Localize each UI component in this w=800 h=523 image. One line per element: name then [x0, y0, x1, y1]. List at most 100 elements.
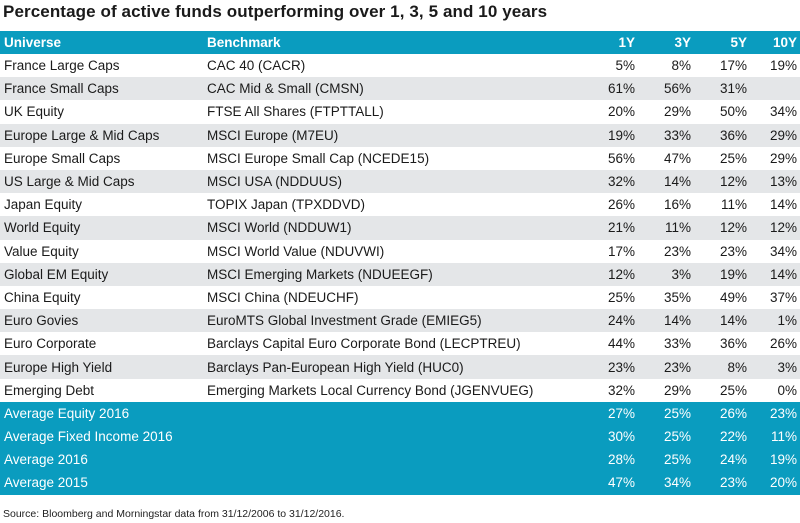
cell-3y: 14%: [635, 309, 691, 333]
cell-universe: Emerging Debt: [0, 378, 207, 402]
column-header-10y: 10Y: [747, 31, 800, 54]
cell-1y: 47%: [579, 471, 635, 495]
average-row: Average 2015 47% 34% 23% 20%: [0, 471, 800, 495]
table-row: Emerging Debt Emerging Markets Local Curr…: [0, 378, 800, 402]
cell-5y: 36%: [691, 332, 747, 356]
cell-3y: 23%: [635, 355, 691, 379]
source-note: Source: Bloomberg and Morningstar data f…: [3, 508, 345, 520]
cell-10y: 3%: [747, 355, 800, 379]
cell-10y: 1%: [747, 309, 800, 333]
average-row: Average 2016 28% 25% 24% 19%: [0, 448, 800, 472]
cell-3y: 11%: [635, 216, 691, 240]
cell-benchmark: MSCI USA (NDDUUS): [207, 169, 579, 194]
cell-3y: 14%: [635, 169, 691, 194]
column-header-1y: 1Y: [579, 31, 635, 54]
table-row: France Small Caps CAC Mid & Small (CMSN) 6…: [0, 77, 800, 101]
cell-1y: 20%: [579, 100, 635, 124]
cell-1y: 56%: [579, 146, 635, 170]
cell-3y: 34%: [635, 471, 691, 495]
cell-universe: Value Equity: [0, 239, 207, 263]
table-row: Euro Corporate Barclays Capital Euro Corp…: [0, 332, 800, 356]
cell-10y: 20%: [747, 471, 800, 495]
cell-5y: 25%: [691, 146, 747, 170]
cell-3y: 33%: [635, 332, 691, 356]
cell-5y: 50%: [691, 100, 747, 124]
cell-1y: 28%: [579, 448, 635, 472]
cell-benchmark: Barclays Pan-European High Yield (HUC0): [207, 355, 579, 379]
cell-1y: 44%: [579, 332, 635, 356]
cell-10y: 13%: [747, 169, 800, 194]
cell-3y: 23%: [635, 239, 691, 263]
cell-benchmark: CAC Mid & Small (CMSN): [207, 77, 579, 101]
cell-5y: 26%: [691, 401, 747, 425]
cell-3y: 16%: [635, 193, 691, 217]
cell-benchmark: MSCI Europe (M7EU): [207, 123, 579, 147]
cell-universe: Global EM Equity: [0, 262, 207, 286]
cell-1y: 32%: [579, 169, 635, 194]
cell-3y: 3%: [635, 262, 691, 286]
cell-5y: 31%: [691, 77, 747, 101]
cell-benchmark: MSCI Emerging Markets (NDUEEGF): [207, 262, 579, 286]
performance-table: Universe Benchmark 1Y 3Y 5Y 10Y France L…: [0, 31, 800, 495]
cell-benchmark: TOPIX Japan (TPXDDVD): [207, 193, 579, 217]
chart-title: Percentage of active funds outperforming…: [3, 2, 548, 21]
cell-5y: 8%: [691, 355, 747, 379]
cell-5y: 14%: [691, 309, 747, 333]
cell-universe: UK Equity: [0, 100, 207, 124]
table-row: UK Equity FTSE All Shares (FTPTTALL) 20% 29…: [0, 100, 800, 124]
table-header-row: Universe Benchmark 1Y 3Y 5Y 10Y: [0, 31, 800, 54]
cell-10y: [747, 77, 800, 101]
cell-10y: 29%: [747, 123, 800, 147]
cell-3y: 56%: [635, 77, 691, 101]
cell-3y: 8%: [635, 54, 691, 78]
average-row: Average Fixed Income 2016 30% 25% 22% 11%: [0, 425, 800, 449]
cell-benchmark: CAC 40 (CACR): [207, 54, 579, 78]
cell-universe: France Small Caps: [0, 77, 207, 101]
cell-1y: 5%: [579, 54, 635, 78]
table-row: Euro Govies EuroMTS Global Investment Gra…: [0, 309, 800, 333]
cell-1y: 24%: [579, 309, 635, 333]
table-row: Europe High Yield Barclays Pan-European H…: [0, 355, 800, 379]
cell-1y: 27%: [579, 401, 635, 425]
table-row: Japan Equity TOPIX Japan (TPXDDVD) 26% 16% 1…: [0, 193, 800, 217]
cell-1y: 19%: [579, 123, 635, 147]
cell-1y: 25%: [579, 285, 635, 310]
cell-universe: Europe Small Caps: [0, 146, 207, 170]
cell-5y: 23%: [691, 471, 747, 495]
cell-5y: 17%: [691, 54, 747, 78]
cell-10y: 23%: [747, 401, 800, 425]
table-row: China Equity MSCI China (NDEUCHF) 25% 35% 49…: [0, 285, 800, 310]
cell-10y: 12%: [747, 216, 800, 240]
cell-10y: 19%: [747, 448, 800, 472]
column-header-universe: Universe: [0, 31, 207, 54]
cell-1y: 32%: [579, 378, 635, 402]
cell-benchmark: MSCI World Value (NDUVWI): [207, 239, 579, 263]
cell-universe: Average Fixed Income 2016: [0, 425, 207, 449]
table-row: US Large & Mid Caps MSCI USA (NDDUUS) 32% 1…: [0, 169, 800, 194]
cell-3y: 25%: [635, 448, 691, 472]
cell-3y: 33%: [635, 123, 691, 147]
cell-benchmark: EuroMTS Global Investment Grade (EMIEG5): [207, 309, 579, 333]
cell-10y: 0%: [747, 378, 800, 402]
cell-universe: Average 2015: [0, 471, 207, 495]
table-row: Europe Small Caps MSCI Europe Small Cap (…: [0, 146, 800, 170]
cell-universe: China Equity: [0, 285, 207, 310]
cell-5y: 12%: [691, 169, 747, 194]
average-row: Average Equity 2016 27% 25% 26% 23%: [0, 401, 800, 425]
cell-5y: 12%: [691, 216, 747, 240]
cell-3y: 25%: [635, 401, 691, 425]
cell-benchmark: Barclays Capital Euro Corporate Bond (LE…: [207, 332, 579, 356]
cell-benchmark: [207, 471, 579, 495]
cell-5y: 11%: [691, 193, 747, 217]
cell-10y: 14%: [747, 262, 800, 286]
cell-benchmark: MSCI Europe Small Cap (NCEDE15): [207, 146, 579, 170]
cell-5y: 36%: [691, 123, 747, 147]
column-header-benchmark: Benchmark: [207, 31, 579, 54]
cell-universe: Average Equity 2016: [0, 401, 207, 425]
cell-3y: 35%: [635, 285, 691, 310]
cell-10y: 29%: [747, 146, 800, 170]
cell-1y: 61%: [579, 77, 635, 101]
cell-5y: 23%: [691, 239, 747, 263]
column-header-5y: 5Y: [691, 31, 747, 54]
cell-10y: 19%: [747, 54, 800, 78]
